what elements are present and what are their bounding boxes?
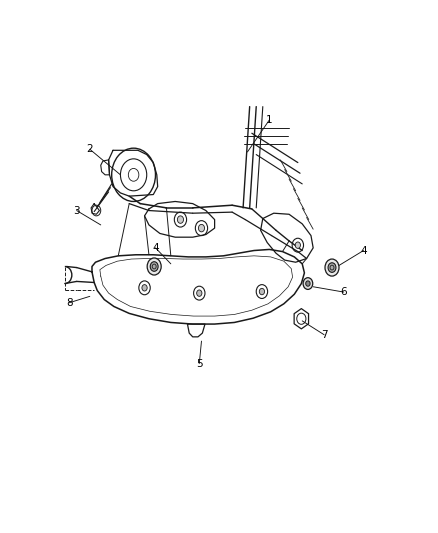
Circle shape (325, 259, 339, 276)
Text: 3: 3 (73, 206, 80, 215)
Text: 8: 8 (66, 298, 73, 308)
Circle shape (197, 290, 202, 296)
Text: 4: 4 (152, 243, 159, 253)
Circle shape (259, 288, 265, 295)
Text: 1: 1 (266, 115, 273, 125)
Circle shape (150, 262, 158, 271)
Text: 7: 7 (321, 330, 328, 340)
Circle shape (303, 278, 313, 289)
Text: 5: 5 (196, 359, 203, 368)
Text: 4: 4 (360, 246, 367, 255)
Circle shape (198, 224, 205, 232)
Circle shape (328, 263, 336, 272)
Circle shape (147, 258, 161, 275)
Circle shape (177, 216, 184, 223)
Text: 6: 6 (340, 287, 347, 297)
Text: 2: 2 (86, 144, 93, 154)
Circle shape (142, 285, 147, 291)
Circle shape (306, 281, 310, 286)
Circle shape (295, 242, 300, 248)
